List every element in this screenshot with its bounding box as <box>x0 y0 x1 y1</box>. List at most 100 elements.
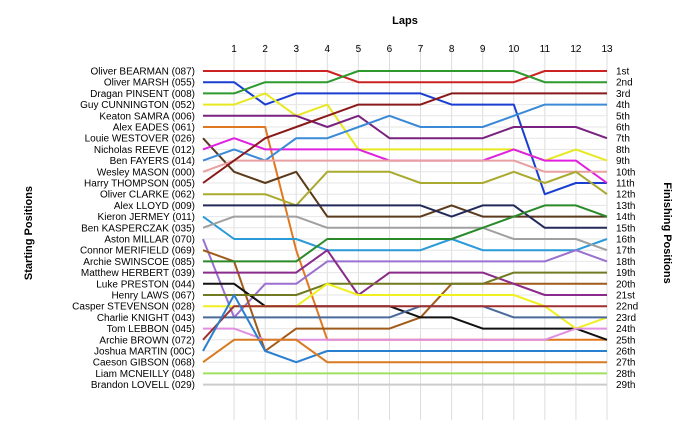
finishing-position-label: 2nd <box>616 78 633 89</box>
series-line <box>203 114 608 140</box>
series-line <box>203 204 608 263</box>
driver-label: Dragan PINSENT (008) <box>90 89 195 100</box>
series-line <box>202 338 607 364</box>
finishing-position-label: 26th <box>616 347 635 358</box>
finishing-position-label: 21st <box>616 291 635 302</box>
finishing-position-label: 7th <box>616 134 630 145</box>
x-tick-labels: 1 2 3 4 5 6 7 8 9 10 11 12 13 <box>231 44 613 55</box>
finishing-position-label: 16th <box>616 235 635 246</box>
lap-tick-label: 3 <box>293 44 299 55</box>
finishing-position-label: 6th <box>616 123 630 134</box>
driver-label: Aston MILLAR (070) <box>104 235 195 246</box>
series-line <box>202 92 607 184</box>
finishing-position-label: 22nd <box>616 302 638 313</box>
driver-label: Connor MERIFIELD (069) <box>80 246 195 257</box>
driver-label: Charlie KNIGHT (043) <box>97 313 195 324</box>
series-lines <box>202 70 608 386</box>
series-line <box>203 70 607 84</box>
finishing-position-label: 24th <box>616 324 635 335</box>
lap-tick-label: 9 <box>480 44 486 55</box>
series-line <box>202 215 608 252</box>
finishing-position-label: 12th <box>616 190 635 201</box>
series-line <box>203 249 607 296</box>
series-line <box>203 271 607 296</box>
finishing-position-label: 13th <box>616 201 635 212</box>
lap-tick-label: 6 <box>387 44 393 55</box>
series-line <box>203 305 607 319</box>
finishing-position-label: 19th <box>616 268 635 279</box>
series-line <box>202 294 607 364</box>
finishing-position-label: 14th <box>616 212 635 223</box>
driver-label: Ben KASPERCZAK (035) <box>81 223 195 234</box>
driver-label: Alex EADES (061) <box>113 123 195 134</box>
driver-label: Guy CUNNINGTON (052) <box>80 100 195 111</box>
finishing-position-label: 29th <box>616 380 635 391</box>
lap-tick-label: 5 <box>356 44 362 55</box>
driver-label: Ben FAYERS (014) <box>110 156 195 167</box>
lap-tick-label: 13 <box>601 44 613 55</box>
driver-label: Brandon LOVELL (029) <box>91 380 195 391</box>
chart-title: Laps <box>392 15 418 27</box>
series-line <box>202 159 607 173</box>
driver-label: Alex LLOYD (009) <box>114 201 195 212</box>
series-line <box>202 249 607 352</box>
finishing-position-label: 15th <box>616 223 635 234</box>
driver-label: Archie SWINSCOE (085) <box>83 257 195 268</box>
finishing-position-label: 23rd <box>616 313 636 324</box>
driver-label: Archie BROWN (072) <box>99 335 195 346</box>
lap-tick-label: 12 <box>570 44 582 55</box>
finishing-position-label: 5th <box>616 111 630 122</box>
finishing-position-label: 4th <box>616 100 630 111</box>
driver-label: Matthew HERBERT (039) <box>81 268 195 279</box>
series-line <box>202 103 607 162</box>
driver-label: Henry LAWS (067) <box>111 291 195 302</box>
driver-label: Nicholas REEVE (012) <box>94 145 195 156</box>
driver-label: Keaton SAMRA (006) <box>99 111 195 122</box>
series-line <box>202 215 608 252</box>
finishing-position-label: 28th <box>616 369 635 380</box>
series-line <box>202 137 607 218</box>
finishing-position-label: 9th <box>616 156 630 167</box>
driver-labels: Oliver BEARMAN (087)Oliver MARSH (055)Dr… <box>72 67 195 392</box>
finishing-position-label: 3rd <box>616 89 630 100</box>
finishing-position-label: 17th <box>616 246 635 257</box>
lap-tick-label: 8 <box>449 44 455 55</box>
lap-tick-label: 2 <box>262 44 268 55</box>
driver-label: Casper STEVENSON (028) <box>72 302 195 313</box>
series-line <box>202 305 607 341</box>
driver-label: Wesley MASON (000) <box>97 167 195 178</box>
driver-label: Kieron JERMEY (011) <box>98 212 195 223</box>
series-line <box>203 70 607 95</box>
series-line <box>203 204 607 229</box>
series-line <box>202 238 608 319</box>
lap-tick-label: 7 <box>418 44 424 55</box>
series-line <box>203 327 607 341</box>
series-line <box>203 170 608 207</box>
driver-label: Luke PRESTON (044) <box>96 279 195 290</box>
driver-label: Tom LEBBON (045) <box>107 324 195 335</box>
lap-tick-label: 10 <box>508 44 520 55</box>
finishing-labels: 1st2nd3rd4th5th6th7th8th9th10th11th12th1… <box>616 67 638 392</box>
driver-label: Liam MCNEILLY (048) <box>95 369 195 380</box>
driver-label: Louie WESTOVER (026) <box>85 134 195 145</box>
series-line <box>203 81 607 196</box>
driver-label: Oliver BEARMAN (087) <box>91 67 195 78</box>
y-axis-label-right: Finishing Positions <box>661 182 673 283</box>
driver-label: Caeson GIBSON (068) <box>93 358 195 369</box>
grid <box>203 44 608 420</box>
y-axis-label-left: Starting Positions <box>23 186 35 280</box>
driver-label: Oliver MARSH (055) <box>104 78 195 89</box>
finishing-position-label: 27th <box>616 358 635 369</box>
driver-label: Oliver CLARKE (062) <box>100 190 195 201</box>
finishing-position-label: 18th <box>616 257 635 268</box>
finishing-position-label: 25th <box>616 335 635 346</box>
lap-tick-label: 4 <box>325 44 331 55</box>
lap-tick-label: 11 <box>540 44 551 55</box>
finishing-position-label: 10th <box>616 167 635 178</box>
finishing-position-label: 1st <box>616 67 630 78</box>
driver-label: Joshua MARTIN (00C) <box>94 347 195 358</box>
finishing-position-label: 11th <box>616 179 635 190</box>
finishing-position-label: 20th <box>616 279 635 290</box>
lap-tick-label: 1 <box>231 44 237 55</box>
